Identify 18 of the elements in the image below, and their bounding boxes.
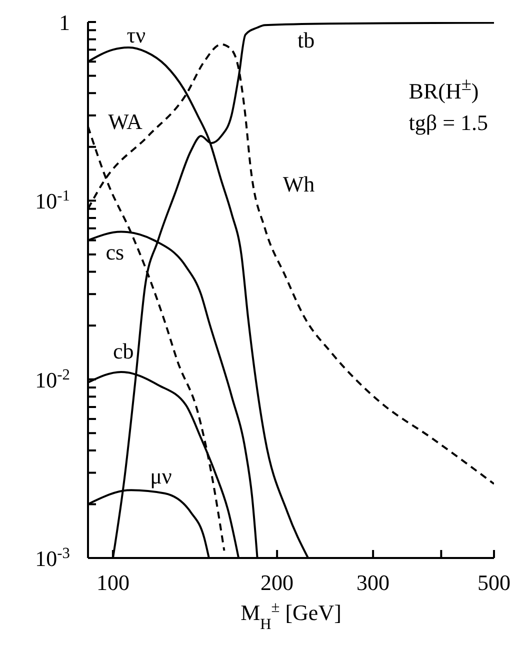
y-tick-label: 10$^{-3}$: [35, 544, 70, 571]
x-tick-label: 500: [478, 570, 510, 595]
series-label: cs: [106, 239, 124, 264]
series-label: WA: [108, 108, 142, 134]
series-label: Wh: [282, 171, 315, 196]
y-tick-label: 10$^{-2}$: [35, 366, 70, 392]
series-label: μν: [150, 463, 172, 488]
y-tick-label: 10$^{-1}$: [35, 187, 70, 214]
x-axis-title: M$_{H}$$^{±}$ [GeV]: [240, 598, 342, 632]
y-tick-label: 1: [59, 10, 70, 35]
series-label: cb: [112, 338, 134, 364]
series-label: tb: [297, 27, 315, 52]
x-tick-label: 200: [260, 570, 294, 595]
annotation: BR(H$^{±}$): [408, 73, 480, 106]
x-tick-label: 300: [356, 570, 390, 595]
annotation: tgβ = 1.5: [408, 109, 488, 138]
x-tick-label: 100: [96, 570, 130, 595]
series-label: τν: [126, 22, 146, 48]
